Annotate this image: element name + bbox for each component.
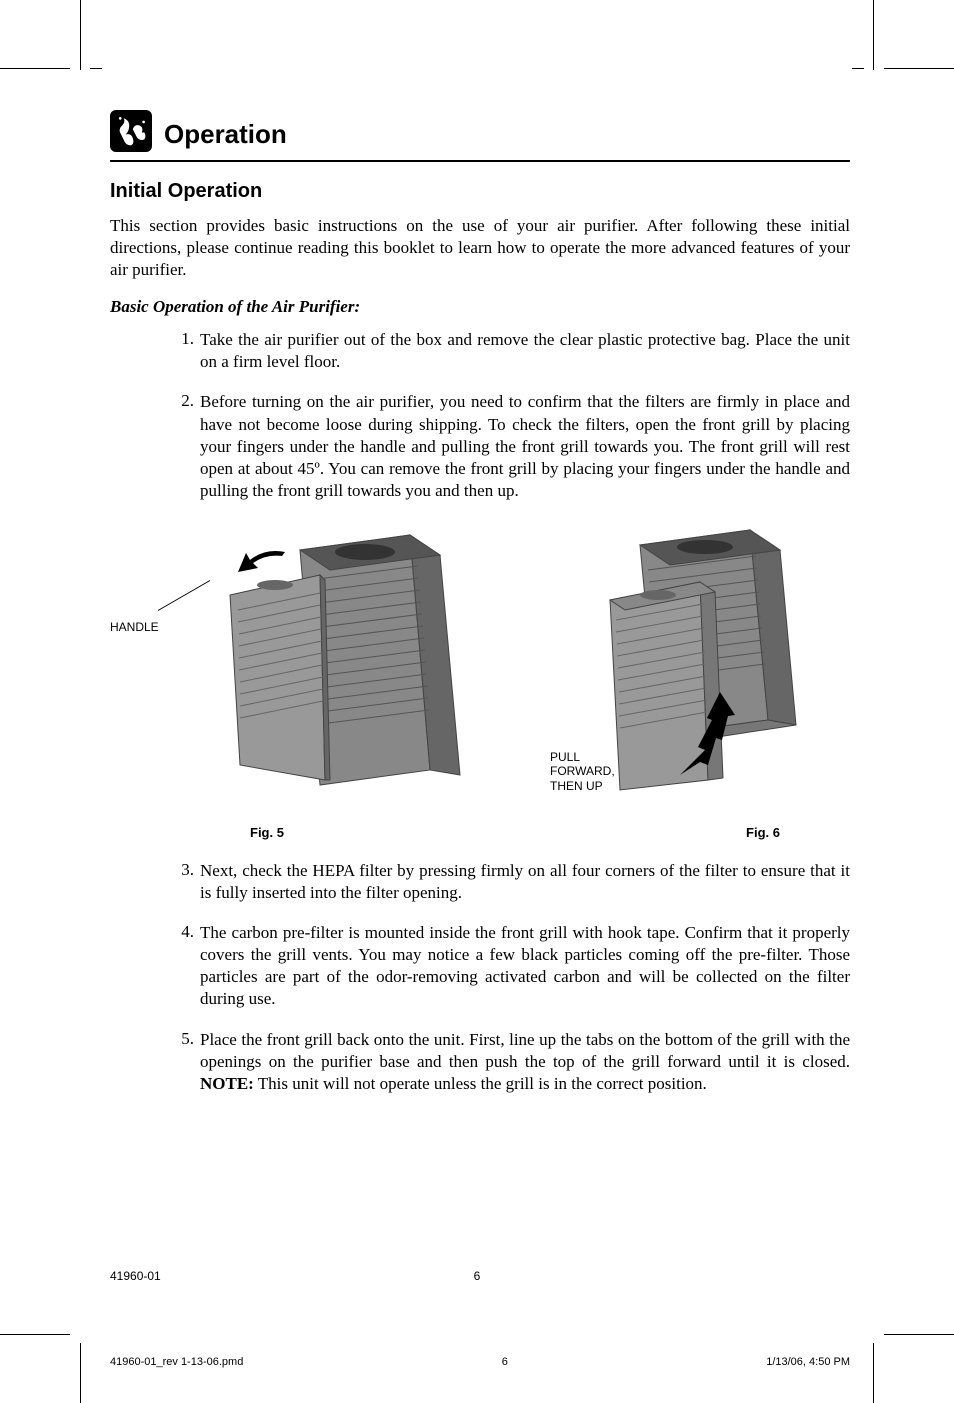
crop-mark [873,1343,874,1403]
list-item: 1. Take the air purifier out of the box … [170,329,850,373]
meta-filename: 41960-01_rev 1-13-06.pmd [110,1356,243,1368]
crop-mark [884,68,954,69]
steps-list-continued: 3. Next, check the HEPA filter by pressi… [170,860,850,1095]
footer-page-num: 6 [474,1269,481,1283]
operation-icon [110,110,152,152]
step5-after: This unit will not operate unless the gr… [254,1074,707,1093]
step5-before: Place the front grill back onto the unit… [200,1030,850,1071]
meta-page: 6 [502,1356,508,1368]
crop-mark [852,68,864,69]
step5-bold: NOTE: [200,1074,254,1093]
footer-doc-id: 41960-01 [110,1269,161,1283]
list-number: 4. [170,922,194,1010]
list-text: Next, check the HEPA filter by pressing … [200,860,850,904]
fig5-caption: Fig. 5 [250,825,284,840]
purifier-illustration-open [170,520,470,800]
meta-date: 1/13/06, 4:50 PM [766,1356,850,1368]
pull-label: PULL FORWARD, THEN UP [550,750,615,793]
page-content: Operation Initial Operation This section… [110,110,850,1113]
list-item: 3. Next, check the HEPA filter by pressi… [170,860,850,904]
list-text: The carbon pre-filter is mounted inside … [200,922,850,1010]
list-number: 5. [170,1029,194,1095]
figures-container: HANDLE [110,520,850,830]
meta-footer: 41960-01_rev 1-13-06.pmd 6 1/13/06, 4:50… [110,1356,850,1368]
fig6-caption: Fig. 6 [746,825,780,840]
section-title: Operation [164,119,287,152]
list-text: Before turning on the air purifier, you … [200,391,850,501]
intro-paragraph: This section provides basic instructions… [110,215,850,281]
crop-mark [80,1343,81,1403]
section-header: Operation [110,110,850,152]
crop-mark [90,68,102,69]
pull-label-line2: FORWARD, [550,764,615,778]
list-item: 5. Place the front grill back onto the u… [170,1029,850,1095]
list-item: 4. The carbon pre-filter is mounted insi… [170,922,850,1010]
list-number: 2. [170,391,194,501]
crop-mark [80,0,81,60]
crop-mark [0,1334,70,1335]
subheading: Basic Operation of the Air Purifier: [110,297,850,317]
crop-mark [873,58,874,70]
crop-mark [0,68,70,69]
steps-list: 1. Take the air purifier out of the box … [170,329,850,502]
list-text: Place the front grill back onto the unit… [200,1029,850,1095]
handle-label: HANDLE [110,620,159,634]
header-rule [110,160,850,162]
list-item: 2. Before turning on the air purifier, y… [170,391,850,501]
crop-mark [80,58,81,70]
figure-5: HANDLE [110,520,470,800]
pull-label-line1: PULL [550,750,580,764]
pull-label-line3: THEN UP [550,779,603,793]
crop-mark [884,1334,954,1335]
list-text: Take the air purifier out of the box and… [200,329,850,373]
subsection-title: Initial Operation [110,180,850,203]
crop-mark [873,0,874,60]
figure-6: PULL FORWARD, THEN UP [500,520,820,800]
list-number: 3. [170,860,194,904]
list-number: 1. [170,329,194,373]
